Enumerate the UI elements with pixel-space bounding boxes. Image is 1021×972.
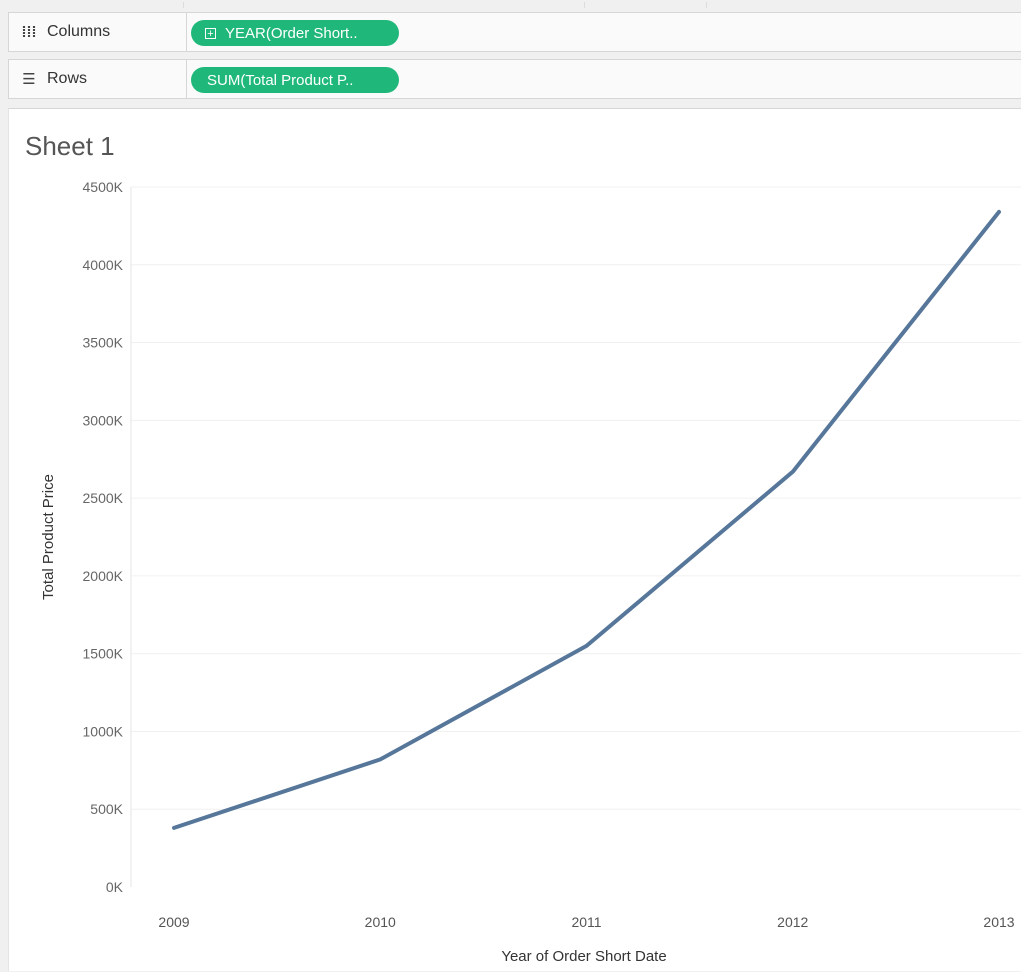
y-axis-title: Total Product Price: [40, 474, 57, 600]
y-tick-label: 1500K: [83, 646, 124, 662]
x-axis-ticks: 2009 2010 2011 2012 2013: [158, 914, 1014, 930]
y-tick-label: 4500K: [83, 179, 124, 195]
rows-shelf-label-cell: ☰ Rows: [9, 60, 187, 98]
y-tick-label: 500K: [90, 801, 123, 817]
divider: [183, 2, 184, 8]
y-tick-label: 2000K: [83, 568, 124, 584]
y-tick-label: 3500K: [83, 335, 124, 351]
rows-shelf[interactable]: ☰ Rows SUM(Total Product P..: [8, 59, 1021, 99]
sheet-title: Sheet 1: [25, 131, 115, 161]
columns-shelf[interactable]: ⁞⁞⁞ Columns + YEAR(Order Short..: [8, 12, 1021, 52]
series-line[interactable]: [172, 209, 1001, 830]
x-axis-title: Year of Order Short Date: [501, 948, 666, 965]
x-tick-label: 2013: [983, 914, 1014, 930]
rows-pill[interactable]: SUM(Total Product P..: [191, 67, 399, 93]
y-tick-label: 0K: [106, 879, 124, 895]
expand-plus-icon[interactable]: +: [205, 27, 216, 39]
y-tick-label: 3000K: [83, 412, 124, 428]
columns-label: Columns: [47, 23, 111, 40]
rows-pill-label: SUM(Total Product P..: [207, 71, 354, 89]
top-strip: [0, 0, 1021, 8]
x-tick-label: 2011: [571, 914, 601, 930]
x-tick-label: 2009: [158, 914, 189, 930]
columns-icon: ⁞⁞⁞: [21, 23, 37, 41]
y-tick-label: 4000K: [83, 257, 124, 273]
line-chart[interactable]: 0K 500K 1000K 1500K 2000K 2500K 3000K 3500K 4000…: [9, 109, 1021, 972]
rows-icon: ☰: [22, 71, 36, 88]
y-tick-label: 2500K: [83, 490, 124, 506]
chart-gridlines: [131, 186, 1021, 810]
columns-shelf-label-cell: ⁞⁞⁞ Columns: [9, 13, 187, 51]
rows-label: Rows: [47, 70, 88, 87]
y-axis-ticks: 0K 500K 1000K 1500K 2000K 2500K 3000K 3500K 4000…: [83, 179, 124, 895]
divider: [584, 2, 585, 8]
y-tick-label: 1000K: [83, 723, 124, 739]
columns-pill[interactable]: + YEAR(Order Short..: [191, 20, 399, 46]
sheet-view[interactable]: Sheet 1 0K 500K 1000K 1500K 2000K 2500K 3000K 3…: [8, 108, 1021, 971]
divider: [706, 2, 707, 8]
columns-pill-label: YEAR(Order Short..: [225, 24, 358, 42]
x-tick-label: 2010: [365, 914, 396, 930]
x-tick-label: 2012: [777, 914, 808, 930]
